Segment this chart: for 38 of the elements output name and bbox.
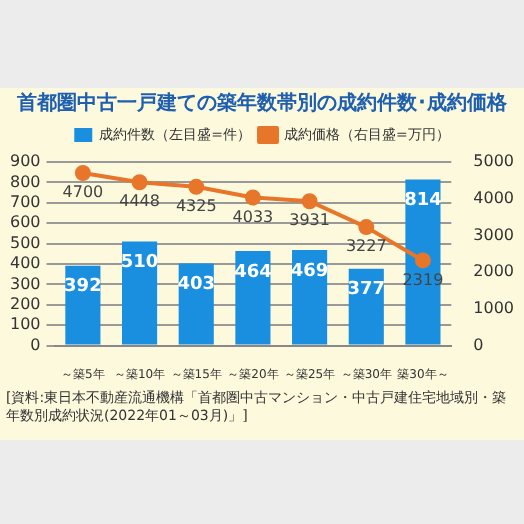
data-label: 403 bbox=[177, 275, 216, 296]
y-tick-label: 0 bbox=[30, 335, 41, 354]
y2-tick-label: 5000 bbox=[473, 152, 514, 171]
y2-tick-label: 2000 bbox=[473, 262, 514, 281]
data-label: 814 bbox=[404, 191, 442, 212]
point bbox=[358, 219, 375, 236]
y-tick-label: 400 bbox=[9, 254, 41, 273]
y2-tick-label: 0 bbox=[473, 335, 484, 354]
y-tick-label: 800 bbox=[9, 172, 41, 191]
point bbox=[131, 174, 148, 191]
data-label: 510 bbox=[120, 253, 159, 274]
y2-tick-label: 3000 bbox=[473, 225, 514, 244]
point bbox=[74, 165, 91, 182]
bar bbox=[235, 250, 271, 345]
point bbox=[301, 193, 318, 210]
data-label: 4448 bbox=[119, 192, 160, 211]
data-label: 3227 bbox=[345, 237, 387, 256]
bar bbox=[405, 179, 441, 345]
y2-tick-label: 1000 bbox=[473, 299, 514, 318]
data-label: 4033 bbox=[232, 207, 274, 226]
y-tick-label: 600 bbox=[9, 213, 41, 232]
chart-title: 首都圏中古一戸建ての築年数帯別の成約件数･成約価格 bbox=[15, 91, 509, 116]
bar bbox=[121, 241, 158, 345]
data-label: 4325 bbox=[175, 196, 217, 215]
point bbox=[188, 178, 205, 195]
y-tick-label: 900 bbox=[9, 152, 41, 171]
data-label: 4700 bbox=[62, 183, 104, 202]
y2-tick-label: 4000 bbox=[473, 188, 514, 207]
data-label: 392 bbox=[64, 277, 102, 298]
y-tick-label: 700 bbox=[9, 192, 41, 211]
y-tick-label: 100 bbox=[9, 315, 41, 334]
point bbox=[244, 189, 261, 206]
y-tick-label: 200 bbox=[9, 294, 41, 313]
point bbox=[414, 252, 431, 269]
y-tick-label: 300 bbox=[9, 274, 41, 293]
data-label: 3931 bbox=[289, 211, 330, 230]
data-label: 464 bbox=[234, 262, 272, 283]
y-tick-label: 500 bbox=[9, 233, 41, 252]
